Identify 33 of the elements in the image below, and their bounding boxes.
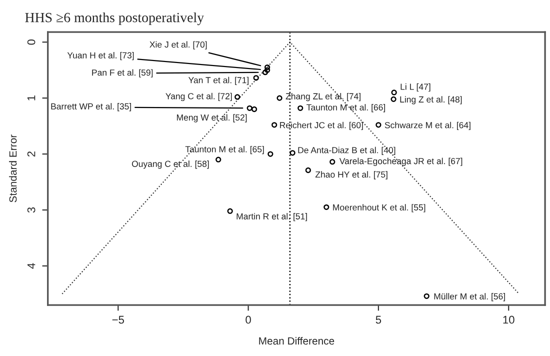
annotation: Zhao HY et al. [75] xyxy=(315,171,388,180)
annotation: Schwarze M et al. [64] xyxy=(384,122,470,130)
annotation: Martin R et al. [51] xyxy=(236,213,307,222)
annotation: Taunton M et al. [65] xyxy=(185,146,264,154)
annotation: Varela-Egocheaga JR et al. [67] xyxy=(339,158,462,166)
annotation: Müller M et al. [56] xyxy=(434,293,505,302)
annotation: Ouyang C et al. [58] xyxy=(132,160,209,169)
y-tick-label: 0 xyxy=(27,39,36,45)
annotation: Pan F et al. [59] xyxy=(92,69,153,78)
y-tick-label: 2 xyxy=(27,151,36,157)
annotation: Xie J et al. [70] xyxy=(150,41,207,50)
annotation: Li L [47] xyxy=(400,83,430,92)
annotation: Reichert JC et al. [60] xyxy=(280,122,363,130)
annotation: Yan T et al. [71] xyxy=(188,76,248,85)
x-tick-label: 5 xyxy=(376,316,382,324)
annotation: Taunton M et al. [66] xyxy=(306,104,386,112)
x-tick-label: 10 xyxy=(503,316,514,324)
annotation: Moerenhout K et al. [55] xyxy=(333,204,426,212)
annotation: Yang C et al. [72] xyxy=(166,92,232,102)
annotation: De Anta-Diaz B et al. [40] xyxy=(298,146,396,155)
annotation: Zhang ZL et al. [74] xyxy=(286,92,360,102)
chart-title: HHS ≥6 months postoperatively xyxy=(25,12,204,26)
annotation: Barrett WP et al. [35] xyxy=(51,103,131,112)
annotation: Yuan H et al. [73] xyxy=(67,52,134,60)
y-tick-label: 4 xyxy=(27,263,36,269)
x-tick-label: 0 xyxy=(246,316,251,324)
annotation: Meng W et al. [52] xyxy=(176,114,247,122)
y-tick-label: 1 xyxy=(27,96,36,100)
y-axis-title: Standard Error xyxy=(9,134,17,202)
y-tick-label: 3 xyxy=(27,207,36,213)
x-tick-label: −5 xyxy=(112,316,124,324)
annotation: Ling Z et al. [48] xyxy=(400,96,462,104)
x-axis-title: Mean Difference xyxy=(259,336,334,345)
